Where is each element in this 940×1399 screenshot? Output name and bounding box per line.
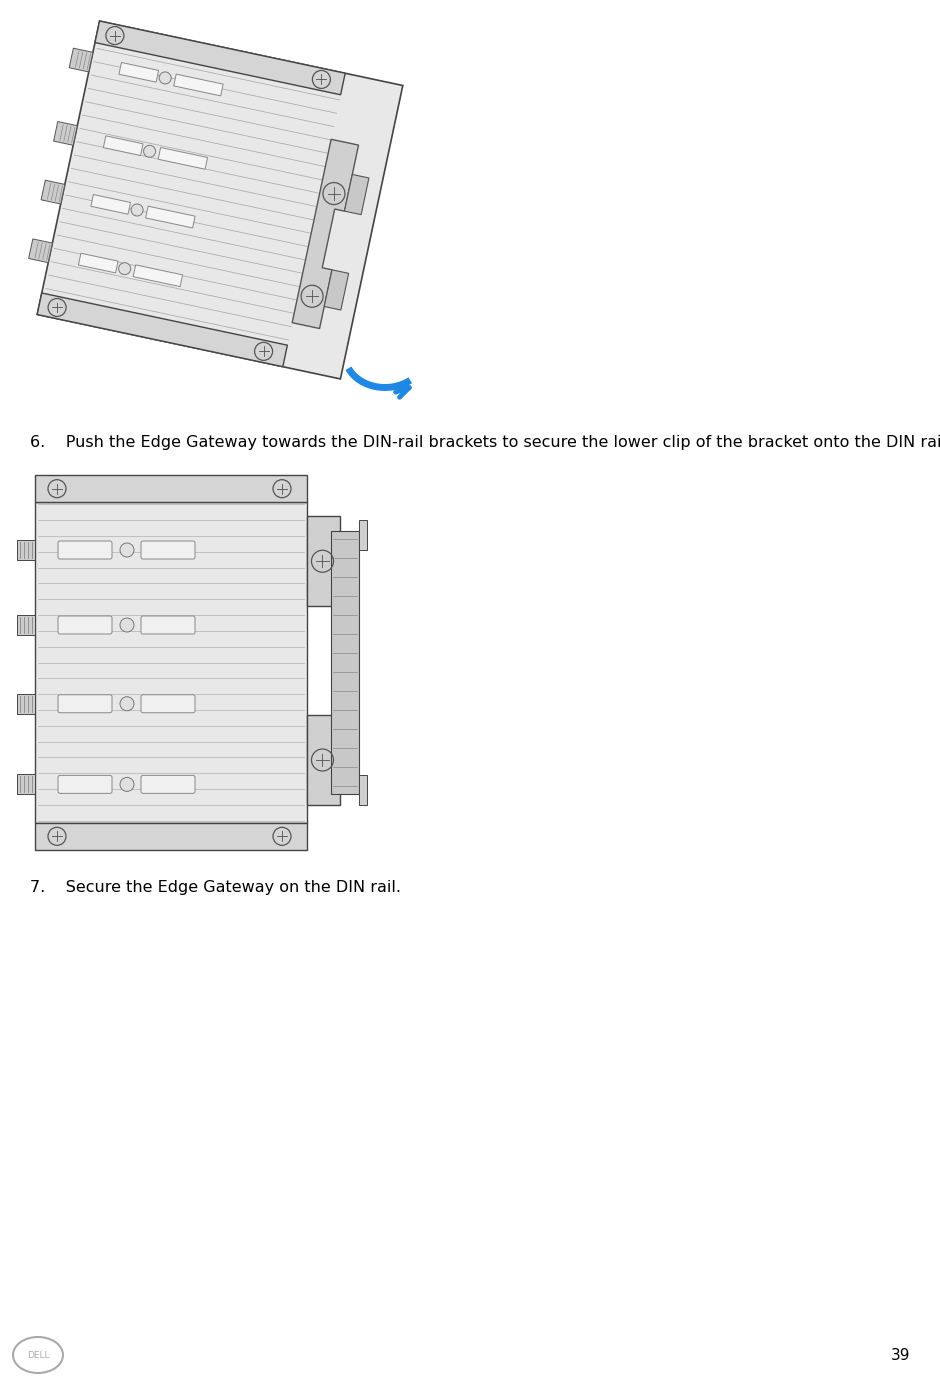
Circle shape <box>120 618 134 632</box>
Polygon shape <box>133 264 182 287</box>
Polygon shape <box>174 74 223 97</box>
Bar <box>358 520 367 550</box>
Bar <box>35 476 307 502</box>
Text: 39: 39 <box>890 1347 910 1363</box>
FancyBboxPatch shape <box>58 616 112 634</box>
Polygon shape <box>78 253 118 273</box>
Bar <box>307 516 340 606</box>
Polygon shape <box>146 206 196 228</box>
Bar <box>35 823 307 851</box>
FancyBboxPatch shape <box>58 541 112 560</box>
Polygon shape <box>158 147 208 169</box>
FancyBboxPatch shape <box>58 695 112 712</box>
Circle shape <box>131 204 143 215</box>
Text: 6.    Push the Edge Gateway towards the DIN-rail brackets to secure the lower cl: 6. Push the Edge Gateway towards the DIN… <box>30 435 940 450</box>
Text: DELL: DELL <box>26 1350 49 1360</box>
Bar <box>35 502 307 823</box>
Circle shape <box>144 145 156 157</box>
Circle shape <box>118 263 131 274</box>
FancyBboxPatch shape <box>141 695 195 712</box>
Bar <box>307 715 340 804</box>
Polygon shape <box>119 63 159 83</box>
Bar <box>331 532 358 793</box>
Bar <box>17 775 35 795</box>
Bar <box>358 775 367 804</box>
FancyBboxPatch shape <box>141 775 195 793</box>
Circle shape <box>120 778 134 792</box>
FancyBboxPatch shape <box>58 775 112 793</box>
Polygon shape <box>28 239 53 263</box>
Bar <box>17 694 35 713</box>
Polygon shape <box>344 175 368 214</box>
FancyBboxPatch shape <box>141 541 195 560</box>
Polygon shape <box>292 140 358 329</box>
FancyBboxPatch shape <box>141 616 195 634</box>
Circle shape <box>120 543 134 557</box>
Bar <box>17 616 35 635</box>
Circle shape <box>120 697 134 711</box>
Text: 7.    Secure the Edge Gateway on the DIN rail.: 7. Secure the Edge Gateway on the DIN ra… <box>30 880 401 895</box>
Polygon shape <box>324 270 349 311</box>
Polygon shape <box>103 136 143 155</box>
Polygon shape <box>41 180 65 204</box>
Polygon shape <box>95 21 345 95</box>
Polygon shape <box>38 21 403 379</box>
Polygon shape <box>38 292 288 367</box>
Polygon shape <box>54 122 77 145</box>
Bar <box>17 540 35 560</box>
Polygon shape <box>91 194 131 214</box>
Polygon shape <box>70 48 93 71</box>
Circle shape <box>159 71 171 84</box>
